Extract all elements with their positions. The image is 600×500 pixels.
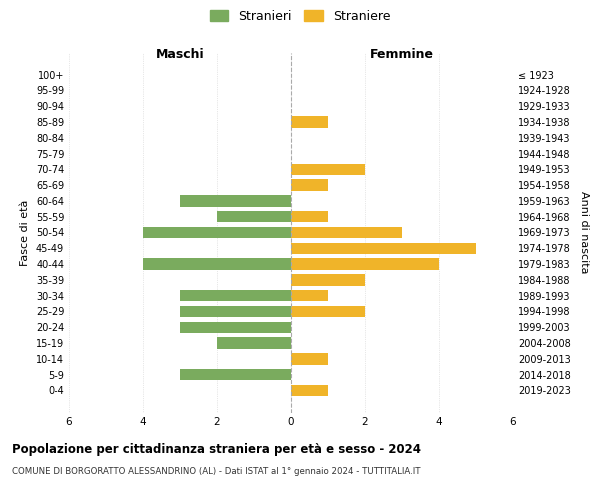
Bar xyxy=(291,242,476,254)
Bar xyxy=(291,385,328,396)
Bar xyxy=(291,306,365,317)
Bar xyxy=(291,164,365,175)
Bar xyxy=(291,274,365,285)
Bar xyxy=(180,369,291,380)
Bar xyxy=(291,353,328,364)
Bar xyxy=(143,227,291,238)
Bar xyxy=(180,195,291,206)
Y-axis label: Anni di nascita: Anni di nascita xyxy=(579,191,589,274)
Text: Maschi: Maschi xyxy=(155,48,205,61)
Text: Popolazione per cittadinanza straniera per età e sesso - 2024: Popolazione per cittadinanza straniera p… xyxy=(12,442,421,456)
Bar xyxy=(291,211,328,222)
Bar xyxy=(180,306,291,317)
Bar xyxy=(291,116,328,128)
Text: Femmine: Femmine xyxy=(370,48,434,61)
Bar xyxy=(143,258,291,270)
Bar xyxy=(291,258,439,270)
Legend: Stranieri, Straniere: Stranieri, Straniere xyxy=(206,6,394,26)
Text: COMUNE DI BORGORATTO ALESSANDRINO (AL) - Dati ISTAT al 1° gennaio 2024 - TUTTITA: COMUNE DI BORGORATTO ALESSANDRINO (AL) -… xyxy=(12,468,421,476)
Bar xyxy=(291,227,402,238)
Bar xyxy=(291,180,328,191)
Bar xyxy=(291,290,328,302)
Bar xyxy=(217,211,291,222)
Bar xyxy=(180,322,291,333)
Y-axis label: Fasce di età: Fasce di età xyxy=(20,200,30,266)
Bar xyxy=(217,338,291,349)
Bar xyxy=(180,290,291,302)
